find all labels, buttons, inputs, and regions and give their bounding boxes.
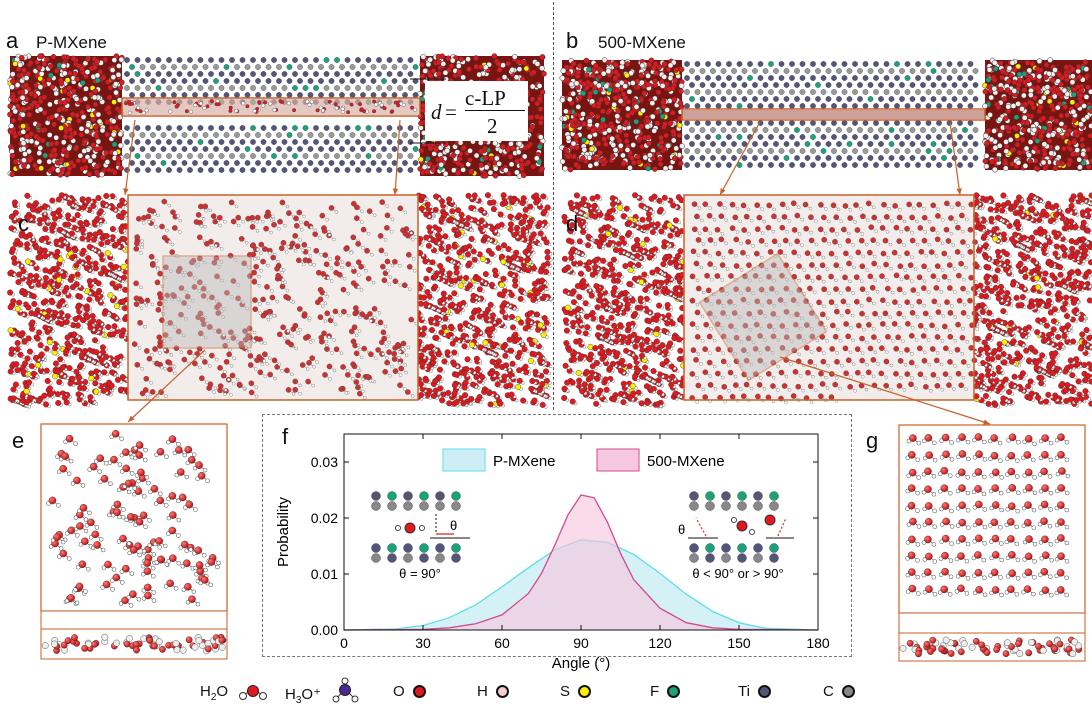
oxygen-atom-icon	[412, 685, 426, 698]
legend-item-h2o: H2O	[200, 683, 270, 703]
inset-angle-symbol: θ	[450, 518, 457, 533]
hydrogen-atom-icon	[495, 685, 509, 698]
panel-label-c: c	[18, 211, 29, 236]
equation-numerator: c-LP	[465, 86, 506, 110]
panel-label-f: f	[282, 424, 289, 449]
panel-label-e: e	[12, 428, 25, 453]
legend-item-h: H	[477, 683, 509, 700]
reservoir-left-a	[7, 53, 125, 178]
water-molecule-icon	[239, 685, 268, 700]
y-tick-label: 0.02	[311, 510, 338, 526]
legend-entry-p-mxene: P-MXene	[442, 448, 556, 472]
water-snapshots	[7, 119, 1092, 425]
legend-label-h: H	[477, 683, 488, 700]
channel-box-a	[121, 97, 421, 117]
equation-denominator: 2	[487, 114, 498, 138]
inset-caption: θ < 90° or > 90°	[692, 566, 783, 581]
inset-tilted: θ θ < 90° or > 90°	[678, 491, 794, 581]
legend-item-h3o: H3O⁺	[285, 677, 361, 707]
legend-label-o: O	[393, 683, 405, 700]
series-area-500-mxene	[344, 495, 818, 630]
legend-entry-500-mxene: 500-MXene	[596, 448, 725, 472]
titanium-atom-icon	[757, 685, 771, 698]
zoom-connector	[127, 349, 206, 423]
x-tick-label: 90	[573, 635, 589, 651]
zoom-connector	[949, 121, 961, 196]
legend-label-h3o: H3O⁺	[285, 685, 321, 706]
angle-probability-chart: 0 30 60 90 120 150 180 0.00 0.01 0.02 0.03 Angle (°…	[275, 433, 830, 672]
legend-item-ti: Ti	[738, 683, 771, 700]
legend-label: P-MXene	[493, 453, 556, 470]
panel-label-g: g	[866, 428, 879, 453]
panel-title-b: 500-MXene	[598, 33, 686, 52]
water-bulk-right-c	[415, 192, 553, 409]
legend-item-f: F	[650, 683, 681, 700]
legend-item-c: C	[823, 683, 855, 700]
panel-title-a: P-MXene	[36, 33, 107, 52]
legend-label-h2o: H2O	[200, 683, 229, 703]
x-tick-label: 60	[494, 635, 510, 651]
fluorine-atom-icon	[667, 685, 681, 698]
panel-f-frame	[262, 414, 852, 657]
zoom-connector	[394, 119, 401, 196]
equation-lhs: d	[431, 100, 442, 124]
panel-divider	[553, 2, 554, 410]
legend-label-ti: Ti	[738, 683, 750, 700]
zoomed-water-e	[40, 423, 228, 612]
inset-perpendicular: θ θ = 90°	[371, 491, 470, 581]
legend-label-f: F	[650, 683, 660, 700]
confined-region-box-c	[127, 194, 419, 401]
legend-label: 500-MXene	[647, 453, 725, 470]
legend-item-s: S	[560, 683, 592, 700]
inset-angle-symbol: θ	[678, 522, 685, 537]
channel-box-b	[681, 108, 986, 121]
x-tick-label: 0	[340, 635, 348, 651]
water-bulk-left-d	[561, 192, 689, 409]
water-bulk-right-d	[971, 192, 1092, 409]
zoom-connector	[124, 119, 136, 196]
y-tick-label: 0.03	[311, 454, 338, 470]
reservoir-left-b	[559, 57, 685, 173]
mxene-sheets-b	[684, 61, 979, 168]
x-tick-label: 180	[806, 635, 830, 651]
x-axis-label: Angle (°)	[552, 655, 611, 672]
hydronium-icon	[332, 677, 359, 703]
legend-item-o: O	[393, 683, 426, 700]
sulfur-atom-icon	[578, 685, 592, 698]
zoom-connector	[779, 356, 991, 425]
series-line-500-mxene	[343, 494, 819, 631]
zoom-box-d	[698, 252, 828, 382]
zoom-connector	[719, 121, 761, 196]
x-tick-label: 150	[727, 635, 751, 651]
zoom-box-c	[162, 255, 252, 349]
panel-label-d: d	[566, 211, 579, 236]
inset-caption: θ = 90°	[399, 566, 441, 581]
mxene-sheets-a	[124, 57, 419, 173]
y-tick-label: 0.00	[311, 622, 338, 638]
legend-label-s: S	[560, 683, 571, 700]
confined-region-box-d	[683, 194, 975, 401]
confined-water-c	[131, 198, 419, 400]
zoomed-water-g	[898, 424, 1086, 614]
mxene-slabs	[7, 53, 1092, 179]
y-tick-label: 0.01	[311, 566, 338, 582]
zoomed-snapshots	[40, 423, 1086, 662]
x-tick-label: 120	[648, 635, 672, 651]
legend-label-c: C	[823, 683, 834, 700]
panel-label-b: b	[566, 28, 579, 53]
y-axis-label: Probability	[275, 496, 292, 567]
x-tick-label: 30	[415, 635, 431, 651]
reservoir-right-b	[982, 57, 1092, 173]
panel-label-a: a	[6, 28, 19, 53]
carbon-atom-icon	[841, 685, 855, 698]
